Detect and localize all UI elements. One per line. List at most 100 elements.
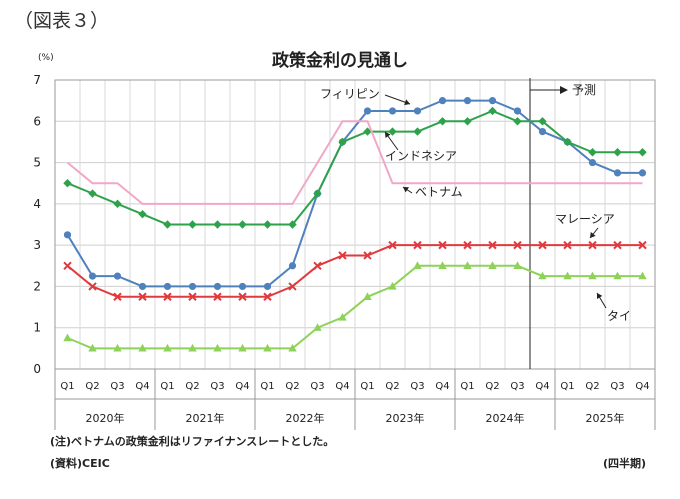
x-tick-label: Q4	[135, 381, 149, 392]
data-point	[88, 272, 97, 280]
data-point	[438, 261, 447, 269]
data-point	[163, 282, 172, 291]
data-point	[538, 240, 547, 250]
forecast-marker: 予測	[529, 78, 596, 369]
data-point	[238, 292, 247, 301]
series-line	[67, 109, 643, 226]
series-leader-arrowhead	[590, 232, 596, 238]
data-point	[263, 343, 272, 352]
data-point	[338, 312, 347, 321]
data-point	[163, 343, 172, 352]
x-tick-label: Q4	[335, 381, 349, 392]
data-point	[563, 137, 572, 147]
figure-label: （図表３）	[14, 10, 110, 32]
data-point	[163, 292, 172, 301]
series-line	[66, 120, 643, 205]
data-point	[213, 282, 222, 291]
data-point	[63, 179, 72, 188]
data-point	[288, 262, 297, 270]
data-point	[363, 107, 372, 115]
data-point	[638, 169, 647, 177]
series-leader-arrowhead	[596, 293, 603, 299]
y-tick-label: 7	[33, 73, 41, 87]
year-label: 2022年	[286, 411, 325, 425]
data-point	[188, 282, 197, 291]
data-point	[313, 189, 322, 198]
data-point	[363, 251, 372, 260]
data-point	[463, 117, 472, 126]
series-label-3: マレーシア	[555, 212, 615, 226]
series-leader-arrowhead	[403, 187, 409, 193]
data-point	[88, 189, 97, 198]
series-label-4: タイ	[607, 309, 631, 323]
data-point	[138, 292, 147, 301]
y-tick-label: 1	[33, 321, 41, 335]
data-point	[63, 231, 72, 239]
data-point	[613, 271, 622, 280]
y-tick-label: 2	[33, 279, 41, 293]
forecast-arrowhead	[560, 86, 568, 94]
series-1	[63, 106, 647, 229]
data-point	[313, 261, 322, 270]
data-point	[113, 272, 122, 280]
unit-label: (%)	[38, 53, 54, 63]
data-point	[188, 292, 197, 301]
y-tick-label: 3	[33, 238, 41, 252]
y-tick-label: 5	[33, 156, 41, 170]
data-point	[88, 343, 97, 352]
data-series	[63, 97, 647, 352]
data-point	[538, 117, 547, 126]
data-point	[488, 261, 497, 269]
year-label: 2024年	[486, 411, 525, 425]
series-label-0: フィリピン	[320, 87, 380, 101]
data-point	[288, 220, 297, 229]
x-tick-label: Q3	[310, 381, 324, 392]
data-point	[413, 261, 422, 269]
data-point	[513, 261, 522, 269]
x-tick-label: Q2	[485, 381, 499, 392]
data-point	[113, 292, 122, 301]
x-tick-label: Q1	[360, 381, 374, 392]
data-point	[463, 240, 472, 250]
series-line	[66, 244, 643, 298]
data-point	[438, 97, 447, 105]
data-point	[138, 282, 147, 291]
data-point	[238, 282, 247, 291]
series-4	[63, 261, 647, 352]
data-point	[238, 343, 247, 352]
series-label-1: インドネシア	[385, 149, 457, 163]
data-point	[163, 220, 172, 229]
data-point	[413, 127, 422, 136]
data-point	[488, 240, 497, 250]
data-point	[438, 117, 447, 126]
x-tick-label: Q3	[610, 381, 624, 392]
data-point	[63, 333, 72, 342]
source-note: (資料)CEIC	[50, 457, 110, 470]
data-point	[388, 127, 397, 136]
x-tick-label: Q2	[185, 381, 199, 392]
data-point	[263, 292, 272, 301]
data-point	[613, 240, 622, 250]
data-point	[588, 271, 597, 280]
data-point	[613, 169, 622, 177]
x-tick-label: Q1	[460, 381, 474, 392]
data-point	[138, 343, 147, 352]
data-point	[413, 107, 422, 115]
frequency-note: (四半期)	[603, 457, 647, 470]
y-tick-label: 6	[33, 114, 41, 128]
y-tick-label: 0	[33, 362, 41, 376]
data-point	[588, 158, 597, 167]
y-tick-labels: 0 1 2 3 4 5 6 7	[33, 73, 41, 376]
x-tick-label: Q2	[385, 381, 399, 392]
data-point	[463, 97, 472, 105]
data-point	[213, 343, 222, 352]
year-label: 2021年	[186, 411, 225, 425]
data-point	[338, 137, 347, 147]
year-label: 2020年	[86, 411, 125, 425]
x-tick-label: Q4	[635, 381, 649, 392]
data-point	[588, 240, 597, 250]
data-point	[63, 261, 72, 270]
data-point	[88, 282, 97, 291]
data-point	[638, 240, 647, 250]
